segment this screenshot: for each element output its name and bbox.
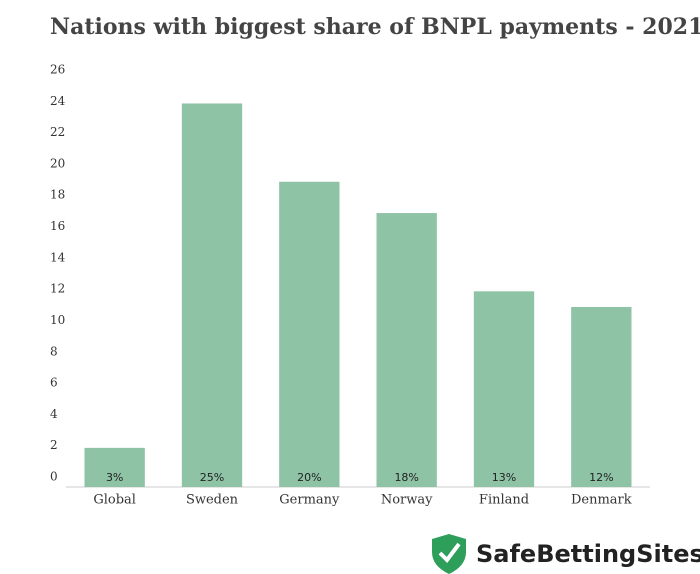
x-tick-label: Norway	[381, 493, 433, 508]
y-tick-label: 4	[50, 407, 58, 421]
value-label: 12%	[589, 471, 613, 484]
logo: SafeBettingSites	[432, 534, 700, 574]
x-tick-label: Finland	[479, 493, 529, 508]
y-tick-label: 10	[50, 313, 65, 327]
y-tick-label: 6	[50, 376, 58, 390]
bar	[376, 213, 437, 488]
y-tick-label: 22	[50, 125, 65, 139]
y-tick-label: 26	[50, 63, 65, 77]
x-tick-label: Sweden	[186, 493, 239, 508]
bar	[84, 447, 145, 487]
x-tick-label: Germany	[279, 493, 340, 508]
bar	[473, 291, 535, 487]
y-tick-label: 18	[50, 188, 65, 202]
logo-check	[438, 542, 461, 564]
y-tick-label: 2	[50, 438, 58, 452]
value-label: 18%	[394, 471, 418, 484]
value-label: 13%	[492, 471, 516, 484]
chart-title: Nations with biggest share of BNPL payme…	[50, 14, 700, 40]
value-label: 25%	[200, 471, 224, 484]
y-tick-label: 0	[50, 470, 58, 484]
y-tick-label: 14	[50, 250, 66, 264]
bar	[571, 306, 632, 487]
value-label: 20%	[297, 471, 321, 484]
value-label: 3%	[106, 471, 123, 484]
y-tick-label: 16	[50, 219, 65, 233]
y-tick-label: 20	[50, 156, 65, 170]
bar	[181, 103, 243, 487]
brand: SafeBettingSites	[476, 540, 700, 568]
x-tick-label: Denmark	[571, 493, 632, 508]
bar	[279, 181, 340, 487]
y-tick-label: 24	[50, 94, 66, 108]
y-tick-label: 8	[50, 344, 58, 358]
x-tick-label: Global	[93, 493, 136, 508]
y-tick-label: 12	[50, 282, 65, 296]
